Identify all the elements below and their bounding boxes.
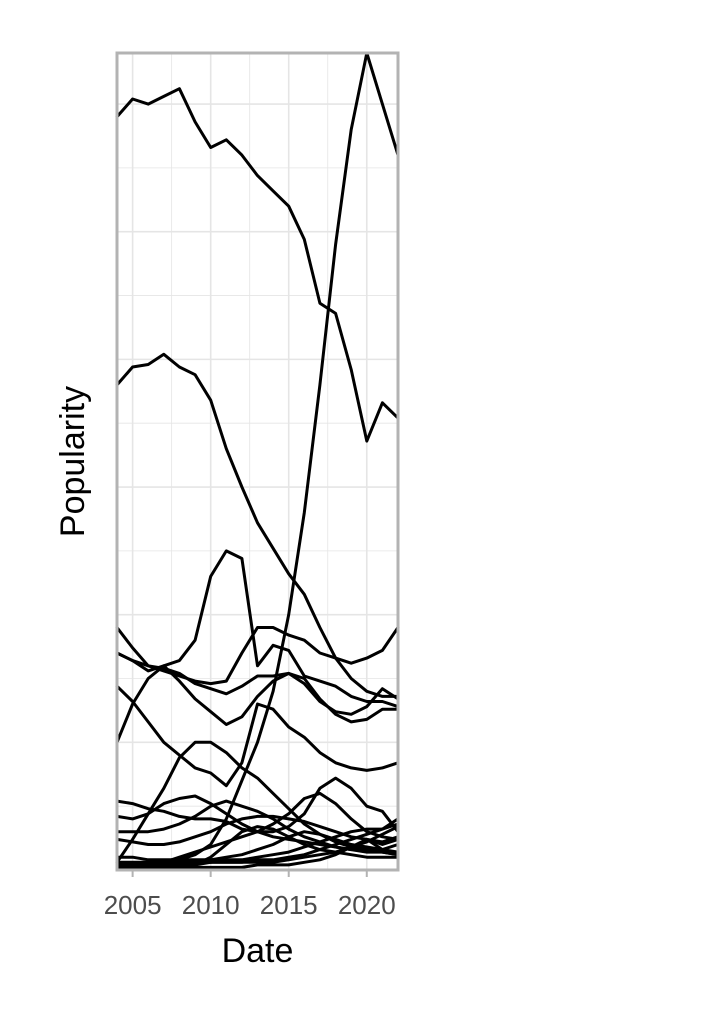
x-axis-ticks: 2005 2010 2015 2020 <box>104 870 396 920</box>
x-axis-title: Date <box>222 932 294 970</box>
grid-lines <box>117 53 398 870</box>
plot-frame <box>115 51 400 872</box>
series-line-6 <box>115 651 400 716</box>
x-tick-label: 2020 <box>338 890 396 920</box>
series-line-15 <box>115 825 400 872</box>
y-axis-title: Popularity <box>54 386 92 537</box>
x-tick-label: 2005 <box>104 890 162 920</box>
series-line-16 <box>115 830 400 862</box>
x-tick-label: 2015 <box>260 890 318 920</box>
series-line-2 <box>115 352 400 698</box>
series-line-18 <box>115 817 400 869</box>
series-line-13 <box>115 814 400 846</box>
series-line-7 <box>115 664 400 744</box>
x-tick-label: 2010 <box>182 890 240 920</box>
series-line-12 <box>115 799 400 854</box>
series-line-5 <box>115 626 400 686</box>
series-line-8 <box>115 684 400 788</box>
series-lines <box>115 51 400 872</box>
series-line-1 <box>115 87 400 443</box>
